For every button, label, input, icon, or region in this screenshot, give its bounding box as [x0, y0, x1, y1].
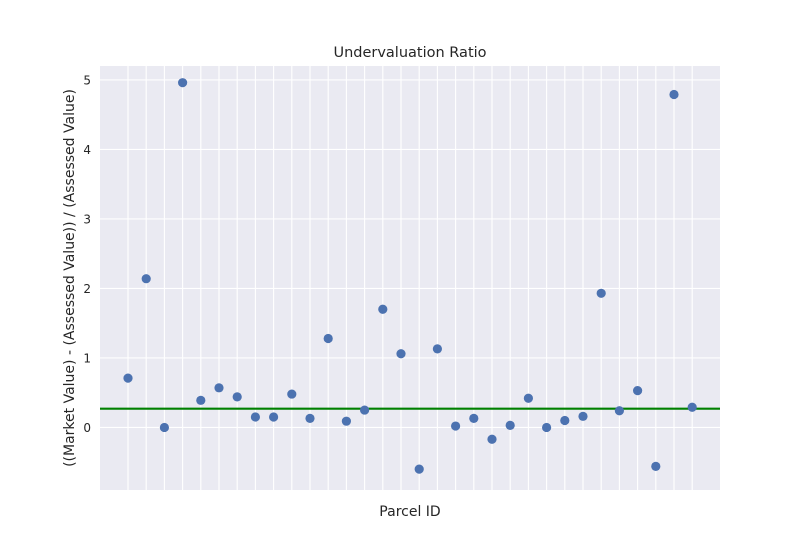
plot-area	[100, 66, 720, 490]
data-point	[178, 78, 188, 88]
y-tick-label: 2	[83, 282, 91, 296]
data-point	[596, 288, 606, 298]
data-point	[232, 392, 242, 402]
data-points	[123, 78, 697, 474]
grid	[100, 66, 720, 490]
data-point	[633, 386, 643, 396]
data-point	[687, 402, 697, 412]
data-point	[469, 413, 479, 424]
data-point	[214, 383, 224, 393]
data-point	[250, 412, 260, 422]
data-point	[360, 405, 370, 415]
chart-title: Undervaluation Ratio	[333, 45, 486, 61]
data-point	[542, 422, 552, 433]
x-axis-label: Parcel ID	[379, 504, 440, 520]
y-tick-label: 4	[83, 143, 91, 157]
data-point	[505, 420, 515, 430]
data-point	[414, 464, 424, 474]
data-point	[323, 333, 333, 344]
y-tick-label: 0	[83, 421, 91, 435]
y-tick-label: 1	[83, 351, 91, 365]
data-point	[614, 406, 625, 416]
data-point	[196, 395, 206, 405]
data-point	[487, 434, 497, 444]
data-point	[305, 413, 315, 424]
y-axis-ticks: 0 1 2 3 4 5	[83, 73, 91, 435]
data-point	[396, 349, 406, 359]
data-point	[451, 421, 461, 431]
data-point	[523, 393, 534, 403]
data-point	[269, 412, 279, 422]
data-point	[159, 422, 169, 433]
data-point	[669, 89, 679, 100]
y-axis-label: ((Market Value) - (Assessed Value)) / (A…	[62, 89, 78, 467]
data-point	[651, 461, 661, 471]
data-point	[123, 373, 133, 383]
data-point	[378, 304, 388, 314]
data-point	[578, 411, 588, 421]
data-point	[432, 344, 442, 354]
data-point	[141, 274, 151, 284]
data-point	[341, 416, 351, 426]
y-tick-label: 3	[83, 212, 91, 226]
y-tick-label: 5	[83, 73, 91, 87]
data-point	[560, 415, 570, 426]
data-point	[287, 389, 297, 399]
